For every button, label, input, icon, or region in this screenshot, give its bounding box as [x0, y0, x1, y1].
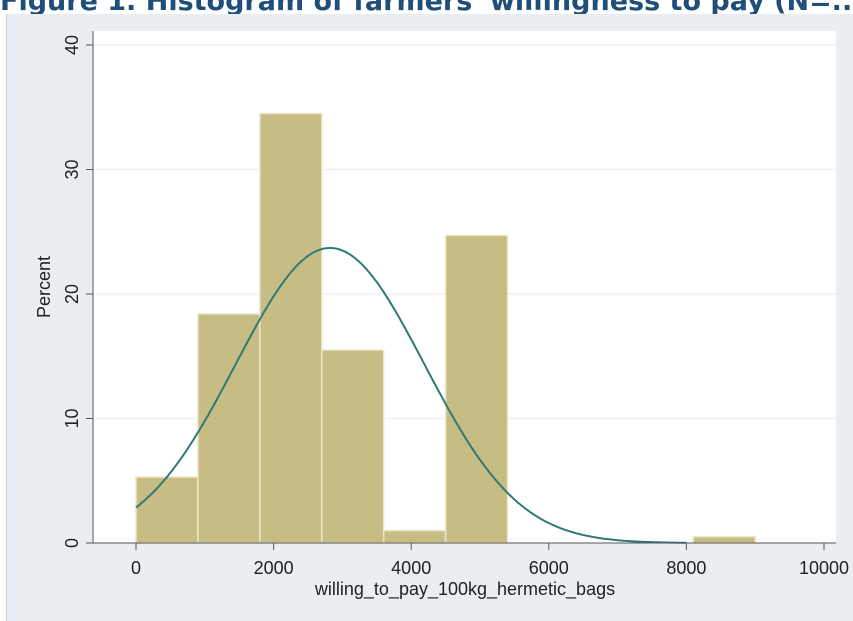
histogram-bar	[135, 476, 199, 544]
histogram-bar	[692, 536, 756, 544]
y-tick-label: 0	[62, 538, 82, 548]
histogram-bars	[135, 112, 756, 544]
histogram-bar	[321, 349, 385, 544]
x-axis-title: willing_to_pay_100kg_hermetic_bags	[314, 579, 615, 600]
x-tick-label: 8000	[666, 558, 706, 578]
x-tick-label: 0	[131, 558, 141, 578]
y-tick-label: 10	[62, 408, 82, 428]
y-axis-title: Percent	[34, 256, 54, 318]
y-tick-label: 20	[62, 284, 82, 304]
x-tick-label: 10000	[799, 558, 849, 578]
histogram-bar	[382, 529, 447, 544]
x-tick-label: 2000	[254, 558, 294, 578]
y-axis-ticks: 0 10 20 30 40	[62, 35, 93, 548]
histogram-bar	[444, 234, 509, 544]
x-tick-label: 6000	[529, 558, 569, 578]
histogram-bar	[197, 313, 261, 544]
figure-title-fragment: Figure 1. Histogram of farmers' willingn…	[0, 0, 853, 17]
x-axis-ticks: 0 2000 4000 6000 8000 10000	[131, 543, 849, 578]
y-tick-label: 40	[62, 35, 82, 55]
normal-density-curve	[135, 247, 687, 544]
x-tick-label: 4000	[391, 558, 431, 578]
y-tick-label: 30	[62, 159, 82, 179]
histogram-bar	[259, 112, 323, 544]
